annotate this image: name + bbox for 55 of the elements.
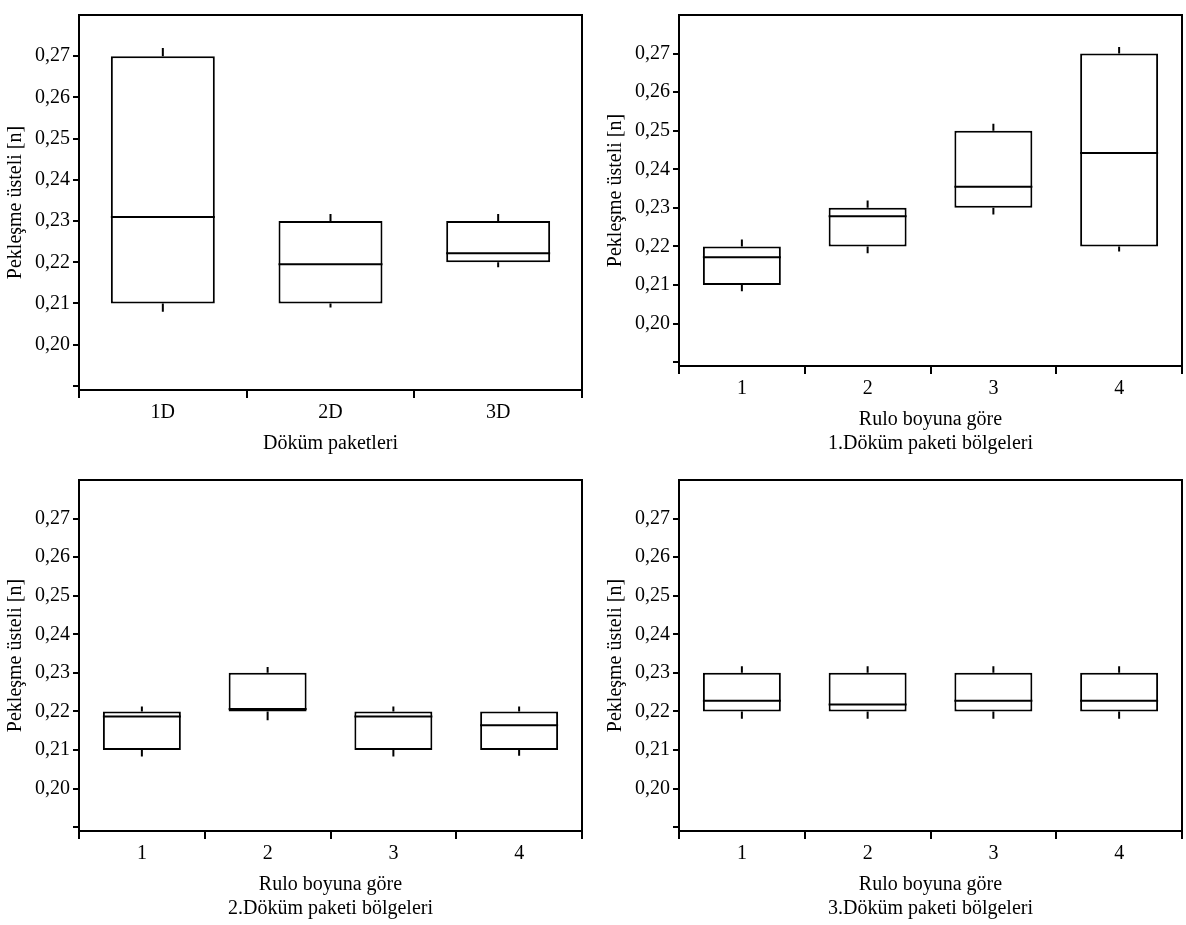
y-tick-label: 0,22 [635,698,670,721]
y-tick-label: 0,24 [35,167,70,190]
y-axis-title: Pekleşme üsteli [n] [603,578,627,733]
y-tick-label: 0,25 [35,125,70,148]
y-tick-label: 0,22 [35,698,70,721]
x-tick-label: 4 [1114,841,1125,864]
y-tick-label: 0,26 [35,544,70,567]
x-tick-label: 1 [736,841,747,864]
x-tick-label: 3D [485,400,511,423]
y-tick-label: 0,24 [635,621,670,644]
y-tick-label: 0,24 [635,156,670,179]
x-axis-title: Rulo boyuna göre 1.Döküm paketi bölgeleri [828,407,1034,455]
y-axis-title: Pekleşme üsteli [n] [3,578,27,733]
x-axis-title: Rulo boyuna göre 2.Döküm paketi bölgeleri [228,872,434,920]
y-tick-label: 0,20 [35,331,70,354]
x-tick-label: 3 [388,841,399,864]
x-tick-label: 4 [514,841,525,864]
x-tick-label: 3 [988,376,999,399]
y-tick-label: 0,23 [35,208,70,231]
x-tick-label: 1D [150,400,176,423]
y-axis-title: Pekleşme üsteli [n] [3,125,27,280]
y-tick-label: 0,21 [35,290,70,313]
x-tick-label: 2D [318,400,343,423]
y-tick-label: 0,22 [635,233,670,256]
y-tick-label: 0,27 [635,40,670,63]
y-tick-label: 0,25 [35,582,70,605]
y-tick-label: 0,25 [635,117,670,140]
x-axis-title: Döküm paketleri [263,431,399,455]
y-tick-label: 0,20 [635,775,670,798]
y-tick-label: 0,23 [635,660,670,683]
y-tick-label: 0,27 [635,505,670,528]
x-tick-label: 3 [988,841,999,864]
y-tick-label: 0,21 [635,737,670,760]
x-tick-label: 1 [136,841,147,864]
y-tick-label: 0,20 [35,775,70,798]
x-tick-label: 2 [862,841,873,864]
y-tick-label: 0,26 [635,79,670,102]
y-tick-label: 0,27 [35,43,70,66]
y-tick-label: 0,25 [635,582,670,605]
y-tick-label: 0,23 [35,660,70,683]
x-tick-label: 2 [862,376,873,399]
y-tick-label: 0,26 [635,544,670,567]
y-tick-label: 0,24 [35,621,70,644]
y-tick-label: 0,26 [35,84,70,107]
x-tick-label: 2 [262,841,273,864]
y-tick-label: 0,22 [35,249,70,272]
x-tick-label: 4 [1114,376,1125,399]
y-tick-label: 0,23 [635,195,670,218]
y-tick-label: 0,27 [35,505,70,528]
x-tick-label: 1 [736,376,747,399]
x-axis-title: Rulo boyuna göre 3.Döküm paketi bölgeleri [828,872,1034,920]
y-tick-label: 0,21 [35,737,70,760]
y-tick-label: 0,21 [635,272,670,295]
y-axis-title: Pekleşme üsteli [n] [603,113,627,268]
y-tick-label: 0,20 [635,310,670,333]
